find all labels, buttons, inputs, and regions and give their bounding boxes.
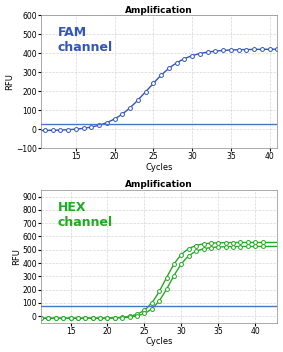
Y-axis label: RFU: RFU bbox=[12, 248, 21, 265]
Title: Amplification: Amplification bbox=[125, 180, 193, 189]
Text: FAM
channel: FAM channel bbox=[57, 26, 113, 54]
X-axis label: Cycles: Cycles bbox=[145, 338, 173, 346]
Y-axis label: RFU: RFU bbox=[6, 73, 14, 90]
Title: Amplification: Amplification bbox=[125, 6, 193, 14]
Text: HEX
channel: HEX channel bbox=[57, 201, 113, 228]
X-axis label: Cycles: Cycles bbox=[145, 163, 173, 172]
